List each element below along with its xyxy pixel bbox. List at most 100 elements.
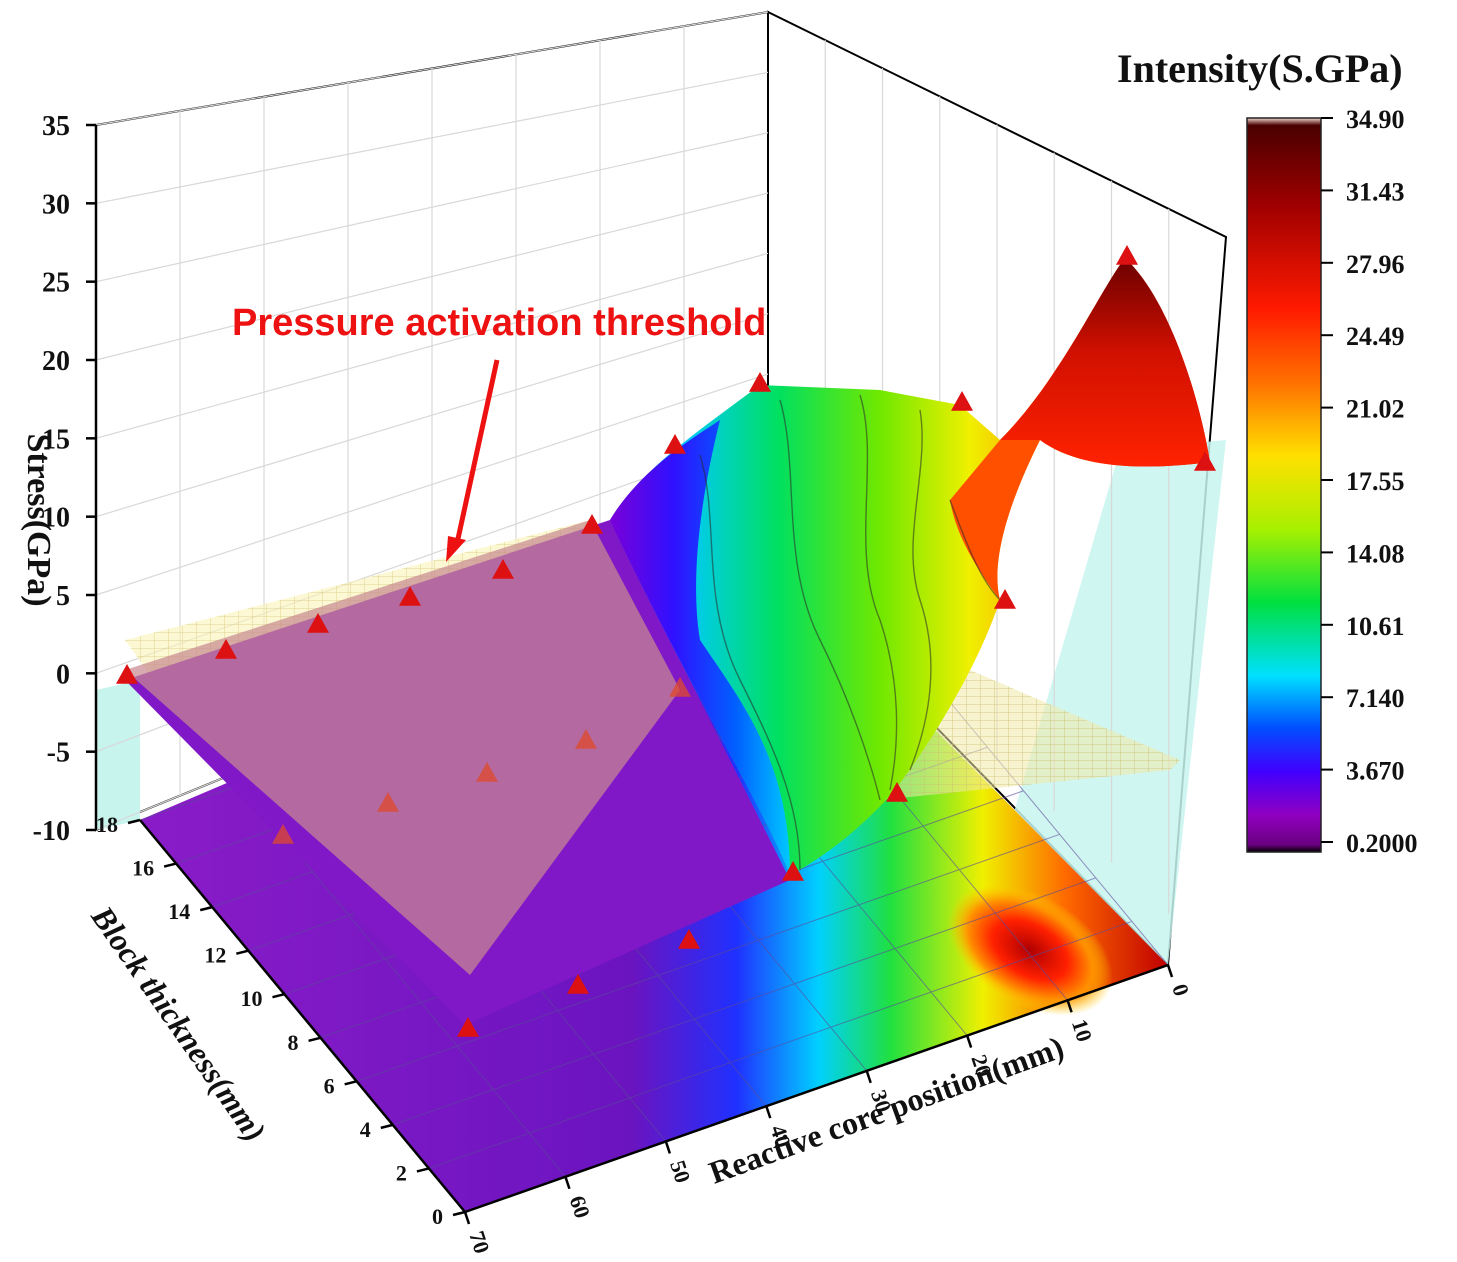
- x-tick: [1066, 999, 1073, 1013]
- data-marker: [1116, 245, 1138, 265]
- y-tick-label: 12: [204, 943, 226, 968]
- x-axis-line: [464, 963, 1169, 1214]
- y-tick-label: 18: [96, 812, 118, 837]
- y-tick: [452, 1210, 466, 1217]
- floor-hotspot: [947, 884, 1113, 1016]
- x-tick: [765, 1105, 772, 1119]
- surface-blue-band: [610, 420, 790, 875]
- z-tick-label: 15: [42, 424, 70, 455]
- data-marker: [399, 586, 421, 606]
- x-tick: [664, 1141, 672, 1154]
- y-tick-label: 8: [288, 1030, 299, 1055]
- data-marker: [272, 824, 294, 844]
- colorbar-tick-label: 0.2000: [1346, 829, 1418, 858]
- x-tick: [463, 1211, 471, 1225]
- y-axis-line: [139, 819, 466, 1213]
- z-tick-label: 35: [42, 111, 70, 142]
- y-tick: [380, 1123, 394, 1130]
- floor-gridline: [428, 920, 1133, 1169]
- data-marker: [567, 974, 589, 994]
- z-tick-label: 5: [56, 581, 70, 612]
- colorbar-title: Intensity(S.GPa): [1117, 46, 1403, 91]
- data-marker: [457, 1017, 479, 1037]
- colorbar-tick-label: 7.140: [1346, 684, 1405, 713]
- z-tick-label: 10: [42, 503, 70, 534]
- z-tick-label: 25: [42, 268, 70, 299]
- z-tick-label: 30: [42, 189, 70, 220]
- colorbar-tick-label: 31.43: [1346, 177, 1405, 206]
- colorbar-gradient: [1246, 117, 1322, 853]
- x-tick-label: 70: [464, 1228, 495, 1257]
- data-marker: [575, 729, 597, 749]
- data-marker: [664, 434, 686, 454]
- surface-peak: [1000, 258, 1210, 467]
- y-tick: [163, 862, 177, 868]
- annotation-arrow-shaft: [453, 359, 500, 549]
- y-tick-label: 10: [240, 986, 262, 1011]
- threshold-annotation: Pressure activation threshold: [232, 302, 766, 562]
- colorbar-tick-label: 27.96: [1346, 250, 1405, 279]
- data-marker: [1194, 451, 1216, 471]
- annotation-label: Pressure activation threshold: [232, 302, 766, 344]
- y-tick-label: 16: [132, 856, 154, 881]
- z-tick-label: -5: [47, 738, 70, 769]
- surface-orange-fold: [950, 440, 1040, 600]
- data-marker: [492, 559, 514, 579]
- data-marker: [377, 792, 399, 812]
- data-marker: [951, 391, 973, 411]
- wall-tint-left: [96, 680, 140, 830]
- x-tick-label: 10: [1067, 1016, 1098, 1045]
- colorbar: Intensity(S.GPa) 34.90 31.43 27.96 24.49 21.…: [1117, 46, 1418, 858]
- floor-gridline: [392, 877, 1096, 1126]
- colorbar-tick-label: 10.61: [1346, 612, 1405, 641]
- wall-tint-right: [1000, 440, 1226, 965]
- data-marker: [782, 861, 804, 881]
- z-tick-label: -10: [33, 816, 70, 847]
- y-tick: [199, 905, 213, 912]
- data-markers: [116, 245, 1216, 1037]
- z-tick-label: 0: [56, 659, 70, 690]
- colorbar-tick-label: 3.670: [1346, 757, 1405, 786]
- data-marker: [476, 762, 498, 782]
- x-tick-label: 0: [1167, 981, 1194, 999]
- colorbar-tick-label: 34.90: [1346, 105, 1405, 134]
- y-tick: [236, 949, 249, 955]
- data-marker: [886, 782, 908, 802]
- data-marker: [307, 613, 329, 633]
- annotation-arrow-head: [446, 536, 466, 562]
- x-tick: [865, 1070, 872, 1084]
- x-tick: [564, 1176, 571, 1190]
- x-tick-label: 50: [665, 1157, 696, 1186]
- data-marker: [116, 664, 138, 684]
- z-axis-label: Stress(GPa): [20, 433, 57, 606]
- y-tick-label: 6: [324, 1073, 335, 1098]
- colorbar-tick-label: 21.02: [1346, 395, 1405, 424]
- y-tick-label: 0: [432, 1204, 443, 1229]
- y-tick-label: 4: [360, 1117, 371, 1142]
- data-marker: [678, 929, 700, 949]
- colorbar-tick-label: 17.55: [1346, 467, 1405, 496]
- data-marker: [215, 639, 237, 659]
- z-tick-label: 20: [42, 346, 70, 377]
- y-tick: [416, 1167, 430, 1173]
- y-tick: [272, 993, 285, 999]
- stress-surface: [125, 258, 1210, 1025]
- x-tick: [965, 1035, 973, 1048]
- data-marker: [749, 372, 771, 392]
- floor-gridline: [356, 833, 1060, 1082]
- x-tick-label: 60: [565, 1193, 596, 1222]
- surface-contours: [699, 394, 1001, 871]
- colorbar-ticks: 34.90 31.43 27.96 24.49 21.02 17.55 14.08 10.61…: [1321, 105, 1418, 858]
- y-tick: [308, 1036, 321, 1042]
- data-marker: [581, 514, 603, 534]
- data-marker: [994, 589, 1016, 609]
- x-tick: [1166, 964, 1174, 978]
- y-tick-label: 14: [168, 899, 190, 924]
- y-tick: [127, 818, 141, 825]
- colorbar-tick-label: 14.08: [1346, 539, 1405, 568]
- threshold-plane-overlay: [125, 520, 680, 975]
- y-tick: [344, 1080, 357, 1086]
- colorbar-tick-label: 24.49: [1346, 322, 1405, 351]
